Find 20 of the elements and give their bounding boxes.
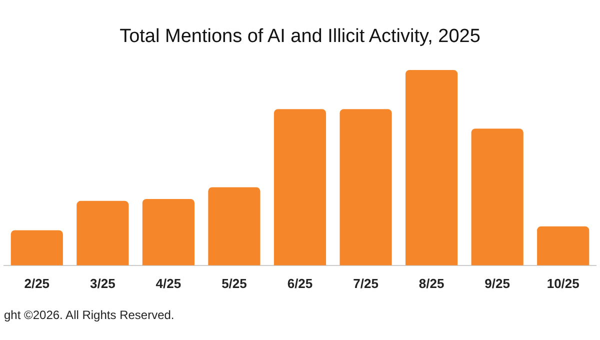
- bar: [142, 198, 194, 266]
- x-tick-label: 6/25: [287, 276, 313, 291]
- bar: [274, 109, 326, 266]
- chart-title: Total Mentions of AI and Illicit Activity, 2025: [118, 26, 482, 48]
- text: ght ©2026. All Rights Reserved.: [4, 308, 174, 322]
- x-tick-label: 10/25: [546, 276, 580, 291]
- x-tick-label: 4/25: [156, 276, 182, 291]
- x-tick-label: 3/25: [90, 276, 116, 291]
- x-tick-label: 8/25: [418, 276, 444, 291]
- bar: [537, 226, 590, 266]
- bar: [406, 70, 458, 266]
- x-tick-label: 9/25: [484, 276, 510, 291]
- bar: [471, 128, 524, 266]
- bar: [340, 109, 392, 266]
- x-tick-label: 2/25: [24, 276, 50, 291]
- bar: [76, 200, 129, 266]
- x-tick-label: 5/25: [222, 276, 247, 291]
- bar: [10, 230, 63, 266]
- bar: [208, 187, 260, 266]
- x-tick-label: 7/25: [353, 276, 378, 291]
